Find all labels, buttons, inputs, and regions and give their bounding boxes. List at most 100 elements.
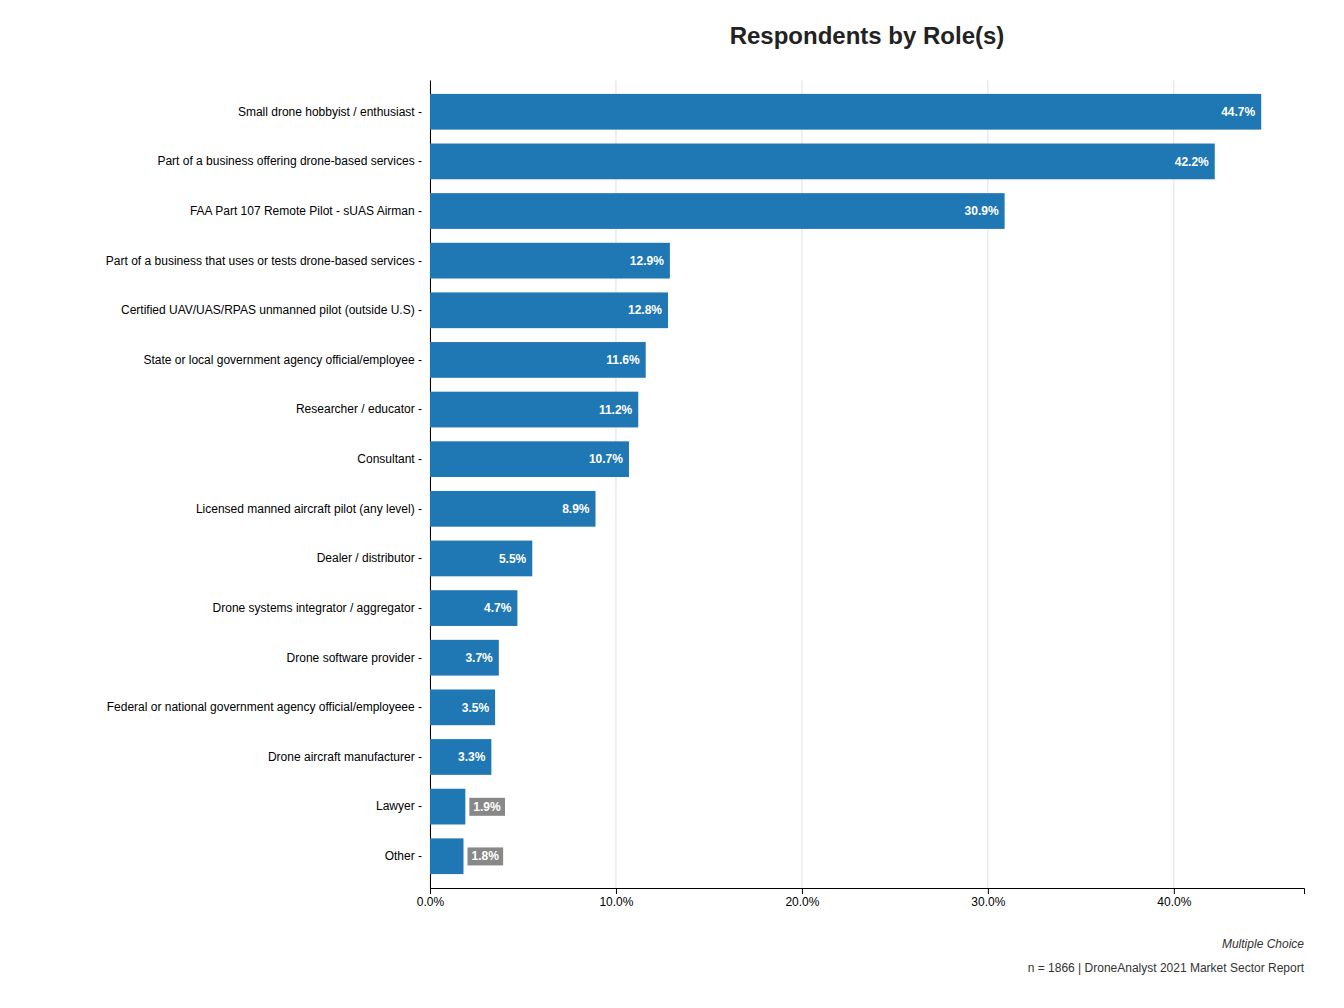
y-tick-label: Dealer / distributor - (317, 551, 422, 565)
data-label: 12.8% (628, 303, 662, 317)
x-axis-line (431, 889, 1305, 895)
x-tick: 30.0% (971, 888, 1005, 909)
title: Respondents by Role(s) (730, 22, 1005, 49)
data-label-group: 10.7% (589, 452, 623, 466)
bar (430, 590, 517, 626)
y-tick: Drone aircraft manufacturer - (268, 750, 422, 764)
bar (430, 392, 638, 428)
data-label: 3.3% (458, 750, 486, 764)
data-label: 10.7% (589, 452, 623, 466)
data-label-group: 12.9% (630, 254, 664, 268)
data-label-group: 30.9% (965, 204, 999, 218)
y-tick: State or local government agency officia… (143, 353, 422, 367)
y-tick: Part of a business that uses or tests dr… (106, 253, 422, 267)
data-label-background (469, 798, 505, 816)
y-tick: Consultant - (357, 452, 422, 466)
y-tick: Certified UAV/UAS/RPAS unmanned pilot (o… (121, 303, 422, 317)
x-tick-label: 10.0% (599, 895, 633, 909)
y-tick-label: FAA Part 107 Remote Pilot - sUAS Airman … (190, 204, 422, 218)
y-tick-label: Part of a business offering drone-based … (157, 154, 422, 168)
annotation: n = 1866 | DroneAnalyst 2021 Market Sect… (1028, 961, 1305, 975)
y-tick-label: Federal or national government agency of… (107, 700, 422, 714)
y-tick-label: Drone aircraft manufacturer - (268, 750, 422, 764)
data-label-group: 44.7% (1221, 105, 1255, 119)
data-label: 5.5% (499, 552, 527, 566)
data-label-group: 1.9% (469, 798, 505, 816)
bar (430, 739, 491, 775)
bars (430, 94, 1261, 874)
data-label-group: 11.6% (606, 353, 640, 367)
grid (430, 80, 1174, 888)
x-tick: 0.0% (417, 888, 445, 909)
chart: 0.0% 10.0% 20.0% 30.0% 40.0% Small drone hobb… (0, 0, 1344, 1008)
y-tick-label: Part of a business that uses or tests dr… (106, 253, 422, 267)
data-label: 8.9% (562, 502, 590, 516)
y-tick: Small drone hobbyist / enthusiast - (238, 105, 422, 119)
data-label-group: 12.8% (628, 303, 662, 317)
bar (430, 689, 495, 725)
y-tick-label: Lawyer - (376, 799, 422, 813)
plot-area: 0.0% 10.0% 20.0% 30.0% 40.0% Small drone hobb… (106, 80, 1305, 909)
y-tick-label: Consultant - (357, 452, 422, 466)
data-label-background (467, 847, 503, 865)
x-tick: 20.0% (785, 888, 819, 909)
y-tick: Other - (385, 849, 422, 863)
y-tick: Drone systems integrator / aggregator - (213, 601, 422, 615)
data-label: 3.7% (465, 651, 493, 665)
y-tick-label: Researcher / educator - (296, 402, 422, 416)
data-label-group: 1.8% (467, 847, 503, 865)
y-tick: Part of a business offering drone-based … (157, 154, 422, 168)
data-label-group: 3.5% (462, 701, 490, 715)
bar (430, 342, 646, 378)
y-tick-label: Drone systems integrator / aggregator - (213, 601, 422, 615)
data-labels: 44.7% 42.2% 30.9% 12.9% 12.8% 11.6% 11.2% 10.7%… (458, 105, 1256, 865)
grid-line (1173, 80, 1174, 888)
annotation: Multiple Choice (1222, 937, 1304, 951)
y-tick: Researcher / educator - (296, 402, 422, 416)
y-tick-label: Licensed manned aircraft pilot (any leve… (196, 502, 422, 516)
data-label-group: 8.9% (562, 502, 590, 516)
x-tick: 40.0% (1157, 888, 1191, 909)
x-tick-mark (1174, 888, 1175, 894)
data-label: 4.7% (484, 601, 512, 615)
y-tick-label: Other - (385, 849, 422, 863)
bar (430, 243, 670, 279)
y-tick-label: Certified UAV/UAS/RPAS unmanned pilot (o… (121, 303, 422, 317)
bar (430, 292, 668, 328)
bar (430, 144, 1215, 180)
y-axis: Small drone hobbyist / enthusiast - Part … (106, 81, 431, 889)
data-label: 44.7% (1221, 105, 1255, 119)
data-label: 11.2% (599, 403, 633, 417)
data-label: 3.5% (462, 701, 490, 715)
bar (430, 94, 1261, 130)
x-axis: 0.0% 10.0% 20.0% 30.0% 40.0% (417, 888, 1305, 909)
y-tick: Federal or national government agency of… (107, 700, 422, 714)
bar (430, 491, 596, 527)
bar (430, 640, 499, 676)
data-label: 30.9% (965, 204, 999, 218)
bar (430, 838, 463, 874)
x-tick: 10.0% (599, 888, 633, 909)
data-label: 11.6% (606, 353, 640, 367)
x-tick-mark (430, 888, 431, 894)
x-tick-mark (988, 888, 989, 894)
x-tick-label: 40.0% (1157, 895, 1191, 909)
data-label: 1.9% (473, 800, 501, 814)
y-tick: Drone software provider - (287, 651, 422, 665)
y-tick-label: Small drone hobbyist / enthusiast - (238, 105, 422, 119)
data-label: 42.2% (1175, 155, 1209, 169)
x-tick-mark (616, 888, 617, 894)
data-label-group: 42.2% (1175, 155, 1209, 169)
data-label-group: 3.3% (458, 750, 486, 764)
x-tick-label: 30.0% (971, 895, 1005, 909)
bar (430, 193, 1005, 229)
x-tick-mark (802, 888, 803, 894)
bar (430, 541, 532, 577)
bar (430, 441, 629, 477)
x-tick-label: 0.0% (417, 895, 445, 909)
data-label-group: 11.2% (599, 403, 633, 417)
data-label: 12.9% (630, 254, 664, 268)
data-label: 1.8% (471, 849, 499, 863)
y-tick: FAA Part 107 Remote Pilot - sUAS Airman … (190, 204, 422, 218)
y-tick-label: Drone software provider - (287, 651, 422, 665)
